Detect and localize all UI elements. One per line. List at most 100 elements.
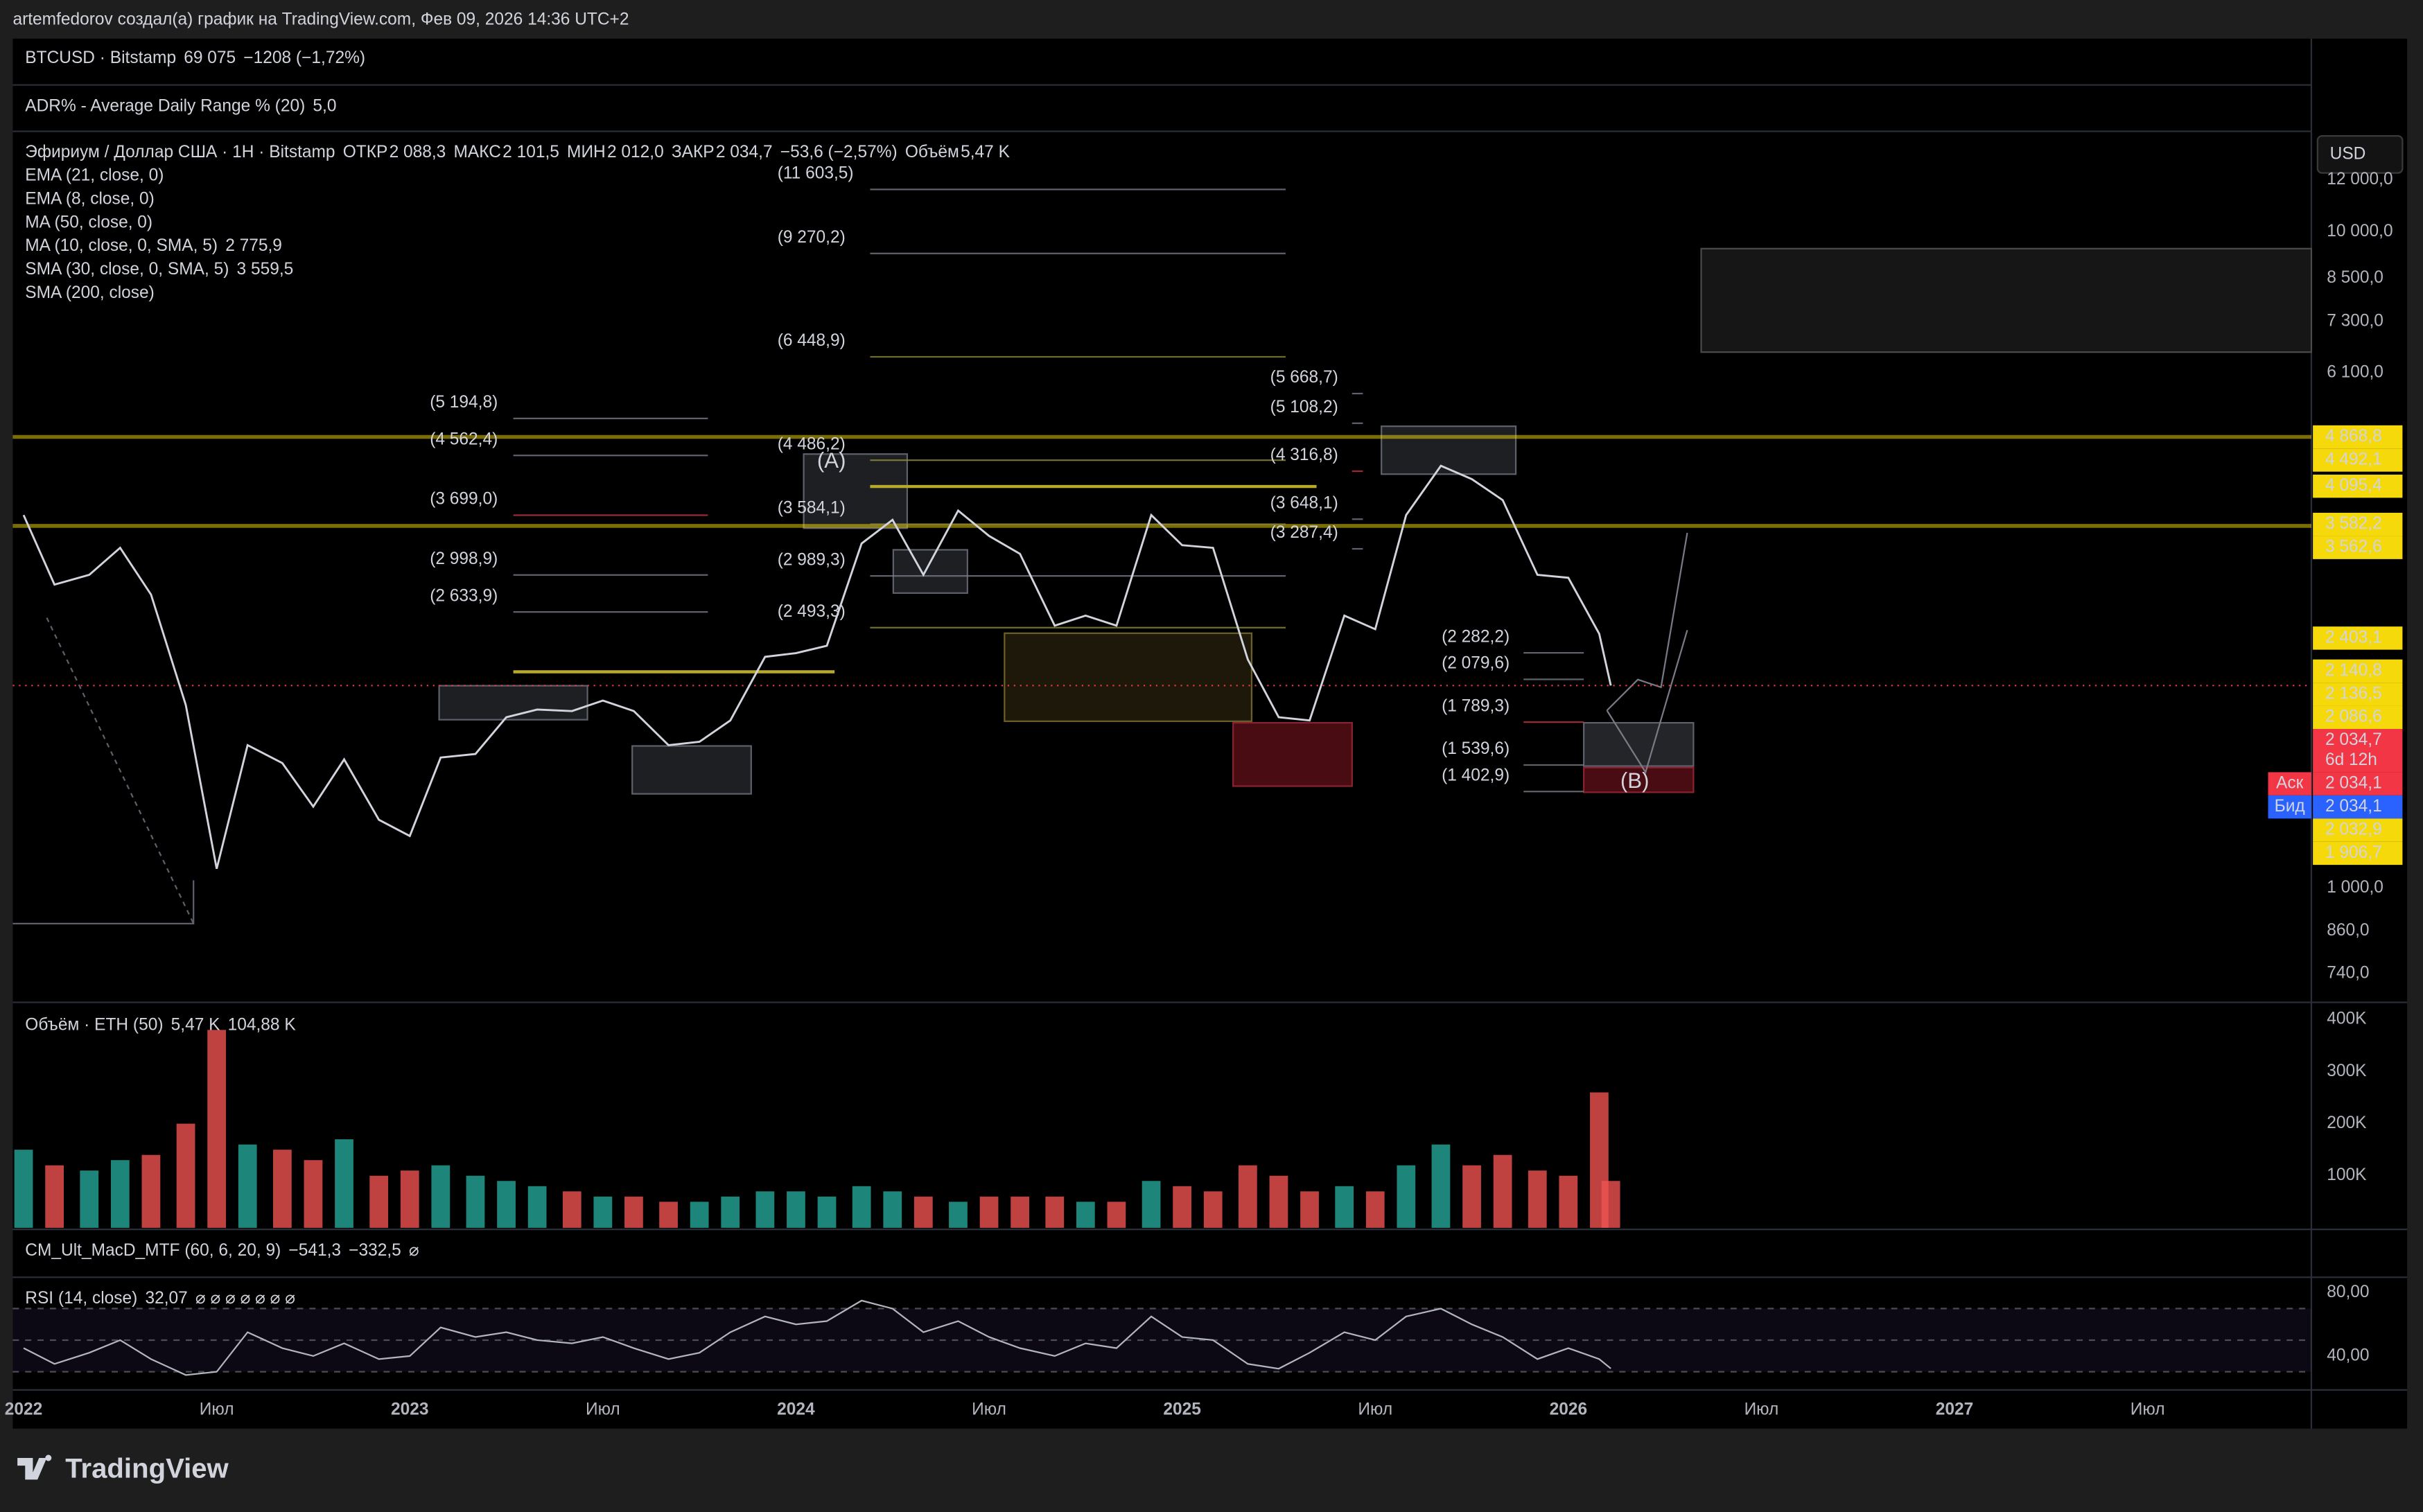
volume-bar [238, 1144, 257, 1228]
volume-bar [110, 1160, 130, 1228]
volume-bar [273, 1150, 292, 1228]
rsi-tick-label: 40,00 [2327, 1346, 2369, 1364]
volume-bar [1431, 1144, 1451, 1228]
price-badge-label: 2 034,1 [2325, 774, 2382, 793]
level-label: (11 603,5) [778, 164, 854, 183]
price-badge-label: 2 034,7 [2325, 730, 2382, 749]
volume-tick-label: 400K [2327, 1010, 2367, 1028]
volume-bar [659, 1202, 678, 1228]
price-badge-label: 2 136,5 [2325, 684, 2382, 703]
volume-bar [593, 1196, 613, 1228]
x-tick-label: 2024 [777, 1400, 815, 1418]
drawings [12, 247, 2313, 924]
volume-bar [1365, 1191, 1385, 1228]
volume-bar [690, 1202, 709, 1228]
x-tick-label: Июл [972, 1400, 1006, 1418]
volume-bar [1045, 1196, 1065, 1228]
logo: TradingView [17, 1453, 229, 1484]
level-label: (2 633,9) [430, 586, 498, 605]
volume-bar [1173, 1186, 1192, 1228]
volume-bar [335, 1139, 353, 1228]
price-badge-label: 2 034,1 [2325, 797, 2382, 816]
header: artemfedorov создал(а) график на Trading… [12, 10, 629, 28]
currency[interactable]: USD [2330, 144, 2366, 163]
rsi-tick-label: 80,00 [2327, 1283, 2369, 1301]
volume-bar [141, 1154, 161, 1228]
legend-text: −541,3 [288, 1241, 341, 1260]
volume-bar [527, 1186, 547, 1228]
volume-bar [80, 1170, 99, 1228]
price-badge-label: 2 403,1 [2325, 628, 2382, 647]
volume-bar [1335, 1186, 1354, 1228]
box [1583, 721, 1695, 767]
price-badge [2313, 448, 2403, 472]
x-tick-label: Июл [1744, 1400, 1779, 1418]
level-label: (5 108,2) [1270, 398, 1338, 416]
legend-text: CM_Ult_MacD_MTF (60, 6, 20, 9) [25, 1241, 281, 1260]
level-label: (4 562,4) [430, 430, 498, 448]
volume-tick-label: 100K [2327, 1166, 2367, 1184]
y-tick-label: 12 000,0 [2327, 170, 2393, 188]
box [438, 685, 588, 721]
dashed-line [46, 617, 195, 924]
volume-bar [1011, 1196, 1030, 1228]
volume-bar [207, 1030, 227, 1228]
volume-bar [1300, 1191, 1319, 1228]
level-label: (6 448,9) [778, 331, 846, 350]
logo-icon [17, 1454, 52, 1480]
price-badge-label: 3 562,6 [2325, 538, 2382, 556]
volume-bar [45, 1165, 64, 1228]
legend-text: −332,5 [349, 1241, 401, 1260]
legend-text: 2 034,7 [716, 143, 773, 161]
legend-text: МАКС [453, 143, 500, 161]
legend-text: 32,07 [145, 1289, 187, 1308]
y-tick-label: 860,0 [2327, 921, 2369, 940]
legend-text: BTCUSD · Bitstamp [25, 49, 176, 67]
volume-bar [1141, 1181, 1161, 1228]
level-label: (4 486,2) [778, 434, 846, 453]
volume-bar [466, 1175, 485, 1228]
legend-text: 3 559,5 [237, 260, 294, 279]
price-badge [2313, 705, 2403, 729]
volume-bar [14, 1150, 33, 1228]
rsi-line [23, 1299, 1611, 1376]
price-badge [2313, 728, 2403, 773]
currency-button[interactable]: USD [2316, 135, 2404, 174]
price-tag [2268, 772, 2311, 795]
box [1232, 721, 1353, 787]
volume-bar [721, 1196, 740, 1228]
box [803, 453, 909, 529]
box [1583, 766, 1695, 793]
level-label: (5 194,8) [430, 393, 498, 412]
volume-bar [1107, 1202, 1126, 1228]
price-badge [2313, 818, 2403, 842]
price-badge-sub: 6d 12h [2325, 750, 2377, 769]
level-label: (2 998,9) [430, 550, 498, 568]
price-badge-label: 3 582,2 [2325, 514, 2382, 533]
volume-bar [1462, 1165, 1481, 1228]
chart-layer: BTCUSD · Bitstamp 69 075 −1208 (−1,72%) ADR… [5, 49, 2403, 1418]
legend-text: MA (50, close, 0) [25, 213, 152, 231]
legend-text: МИН [567, 143, 606, 161]
x-tick-label: Июл [2131, 1400, 2165, 1418]
projection [1606, 630, 1688, 775]
legend-text: Объём · ETH (50) [25, 1015, 163, 1034]
legend-text: 2 101,5 [502, 143, 559, 161]
x-tick-label: 2027 [1936, 1400, 1974, 1418]
volume-bar [624, 1196, 643, 1228]
projection [1606, 532, 1688, 712]
x-tick-label: 2023 [391, 1400, 429, 1418]
volume-bar [1559, 1175, 1578, 1228]
volume-bar [562, 1191, 581, 1228]
y-tick-label: 6 100,0 [2327, 362, 2383, 381]
legend-text: ⌀ [409, 1241, 419, 1260]
box [631, 745, 752, 795]
volume-bar [852, 1186, 871, 1228]
legend-text: ⌀ ⌀ ⌀ ⌀ ⌀ ⌀ ⌀ [195, 1289, 295, 1308]
legend-text: Объём [905, 143, 959, 161]
price-tag [2268, 795, 2311, 819]
y-tick-label: 10 000,0 [2327, 222, 2393, 240]
volume-bar [1269, 1175, 1288, 1228]
legend-text: 5,0 [313, 96, 336, 115]
